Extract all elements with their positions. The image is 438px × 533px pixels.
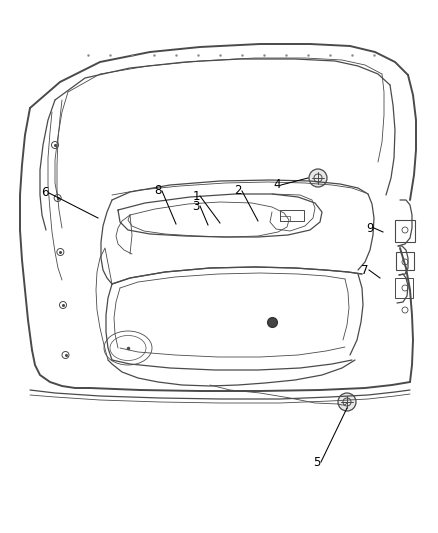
Bar — [395, 220, 415, 242]
Text: 7: 7 — [361, 263, 369, 277]
Bar — [280, 216, 290, 221]
Text: 9: 9 — [366, 222, 374, 235]
Text: 1: 1 — [192, 190, 200, 203]
Circle shape — [338, 393, 356, 411]
Circle shape — [309, 169, 327, 187]
Text: 6: 6 — [41, 187, 49, 199]
Bar — [280, 210, 304, 221]
Bar — [395, 278, 413, 298]
Bar — [396, 252, 414, 270]
Text: 3: 3 — [192, 199, 200, 213]
Text: 2: 2 — [234, 184, 242, 198]
Text: 4: 4 — [273, 179, 281, 191]
Text: 8: 8 — [154, 184, 162, 198]
Text: 5: 5 — [313, 456, 321, 469]
